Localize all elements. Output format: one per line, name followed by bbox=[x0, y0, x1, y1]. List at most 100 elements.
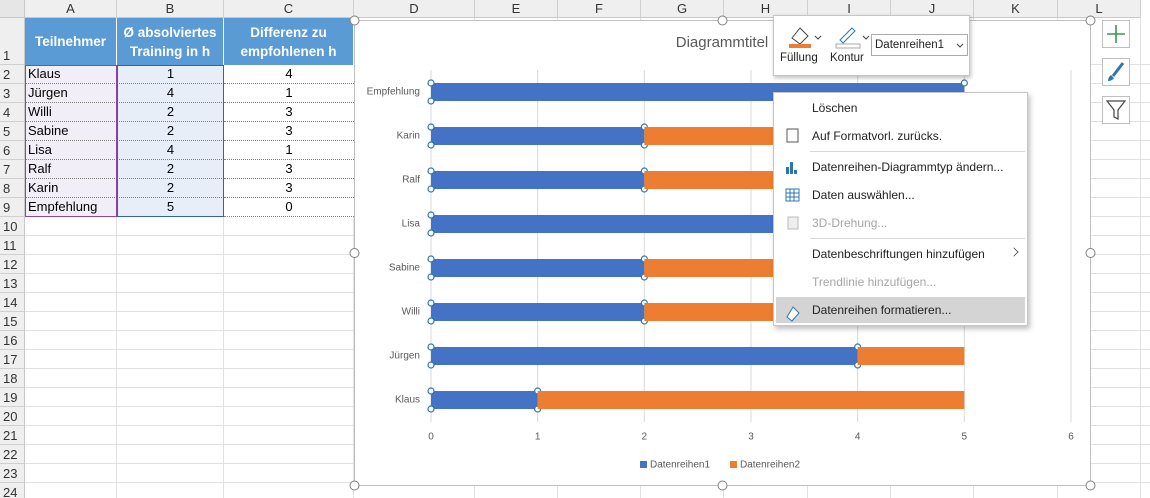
table-cell: Jürgen bbox=[25, 84, 117, 103]
fill-button-label[interactable]: Füllung bbox=[780, 52, 818, 64]
selection-handle bbox=[640, 317, 648, 325]
menu-item[interactable]: Auf Formatvorl. zurücks. bbox=[812, 129, 943, 143]
selection-handle bbox=[640, 167, 648, 175]
bar bbox=[431, 259, 645, 277]
chart-button-icons bbox=[1102, 20, 1130, 124]
chart-buttons bbox=[1102, 20, 1132, 130]
dropdown-arrow bbox=[814, 35, 822, 40]
reset-icon bbox=[786, 128, 799, 143]
selection-handle bbox=[640, 123, 648, 131]
menu-item[interactable]: Datenreihen formatieren... bbox=[812, 303, 952, 317]
row-header: 8 bbox=[0, 179, 25, 198]
table-cell: 3 bbox=[224, 179, 354, 198]
table-cell: Ralf bbox=[25, 160, 117, 179]
x-tick-label: 1 bbox=[535, 432, 541, 443]
table-cell: 3 bbox=[224, 160, 354, 179]
table-header-cell: Teilnehmer bbox=[25, 18, 117, 65]
selection-handle bbox=[427, 141, 435, 149]
table-cell: 2 bbox=[117, 122, 224, 141]
table-cell: 4 bbox=[117, 84, 224, 103]
menu-item[interactable]: Daten auswählen... bbox=[812, 188, 915, 202]
column-gridline bbox=[353, 18, 354, 498]
column-header: L bbox=[1058, 0, 1141, 18]
table-cell: 2 bbox=[117, 103, 224, 122]
column-gridline bbox=[1057, 18, 1058, 498]
row-header: 13 bbox=[0, 274, 25, 293]
row-gridline bbox=[25, 387, 1150, 388]
menu-separator bbox=[810, 151, 1025, 152]
selection-handle bbox=[534, 387, 542, 395]
column-gridline bbox=[223, 18, 224, 498]
menu-item: 3D-Drehung... bbox=[812, 216, 888, 230]
table-cell: Lisa bbox=[25, 141, 117, 160]
menu-item[interactable]: Datenreihen-Diagrammtyp ändern... bbox=[812, 160, 1004, 174]
select-data-icon bbox=[785, 188, 800, 202]
chart-resize-handle bbox=[349, 248, 360, 258]
row-gridline bbox=[25, 368, 1150, 369]
legend-label: Datenreihen1 bbox=[650, 460, 710, 471]
brush-icon bbox=[1111, 62, 1125, 77]
selection-handle bbox=[640, 141, 648, 149]
dropdown-arrow bbox=[862, 35, 870, 40]
row-gridline bbox=[25, 349, 1150, 350]
row-header: 2 bbox=[0, 65, 25, 84]
table-header-cell: Ø absolviertes Training in h bbox=[117, 18, 224, 65]
table-cell: Sabine bbox=[25, 122, 117, 141]
mini-toolbar: Füllung Kontur Datenreihen1 bbox=[773, 15, 970, 76]
row-header: 6 bbox=[0, 141, 25, 160]
selection-handle bbox=[427, 185, 435, 193]
selection-handle bbox=[427, 97, 435, 105]
x-tick-label: 5 bbox=[962, 432, 968, 443]
table-cell: 2 bbox=[117, 160, 224, 179]
y-tick-label: Lisa bbox=[402, 219, 421, 230]
table-cell: 2 bbox=[117, 179, 224, 198]
outline-pen-icon bbox=[839, 27, 856, 44]
row-header: 17 bbox=[0, 350, 25, 369]
context-menu: Löschen Auf Formatvorl. zurücks. Datenreih… bbox=[773, 92, 1028, 326]
bar bbox=[431, 127, 645, 145]
row-header: 16 bbox=[0, 331, 25, 350]
row-header: 12 bbox=[0, 255, 25, 274]
row-header: 14 bbox=[0, 293, 25, 312]
selection-handle bbox=[427, 123, 435, 131]
outline-button-label[interactable]: Kontur bbox=[830, 52, 864, 64]
table-cell: 1 bbox=[224, 141, 354, 160]
column-gridline bbox=[557, 18, 558, 498]
y-tick-label: Klaus bbox=[395, 395, 420, 406]
row-header: 18 bbox=[0, 369, 25, 388]
menu-separator bbox=[810, 238, 1025, 239]
table-cell: 4 bbox=[117, 141, 224, 160]
column-header: D bbox=[354, 0, 475, 18]
submenu-arrow bbox=[1009, 247, 1019, 257]
x-tick-label: 3 bbox=[748, 432, 754, 443]
plus-icon bbox=[1107, 25, 1125, 43]
selection-series-name bbox=[25, 65, 117, 217]
row-header: 1 bbox=[0, 18, 25, 65]
table-cell: Willi bbox=[25, 103, 117, 122]
selection-handle bbox=[640, 273, 648, 281]
table-cell: Karin bbox=[25, 179, 117, 198]
legend-label: Datenreihen2 bbox=[740, 460, 800, 471]
menu-item[interactable]: Datenbeschriftungen hinzufügen bbox=[812, 247, 985, 261]
chart-resize-handle bbox=[1085, 248, 1096, 258]
row-gridline bbox=[25, 482, 1150, 483]
series-dropdown[interactable]: Datenreihen1 bbox=[871, 34, 968, 56]
fill-color-bar bbox=[789, 44, 811, 48]
row-header: 23 bbox=[0, 464, 25, 483]
column-header: K bbox=[974, 0, 1058, 18]
table-cell: 1 bbox=[224, 84, 354, 103]
column-header: C bbox=[224, 0, 354, 18]
column-gridline bbox=[640, 18, 641, 498]
x-tick-label: 0 bbox=[428, 432, 434, 443]
corner bbox=[0, 0, 25, 18]
menu-item: Trendlinie hinzufügen... bbox=[812, 275, 937, 289]
column-header: G bbox=[641, 0, 724, 18]
y-tick-label: Empfehlung bbox=[367, 87, 420, 98]
menu-item[interactable]: Löschen bbox=[812, 101, 858, 115]
selection-series-values bbox=[117, 65, 224, 217]
selection-handle bbox=[427, 387, 435, 395]
row-gridline bbox=[25, 406, 1150, 407]
x-tick-label: 4 bbox=[855, 432, 861, 443]
selection-handle bbox=[640, 255, 648, 263]
row-header: 20 bbox=[0, 407, 25, 426]
